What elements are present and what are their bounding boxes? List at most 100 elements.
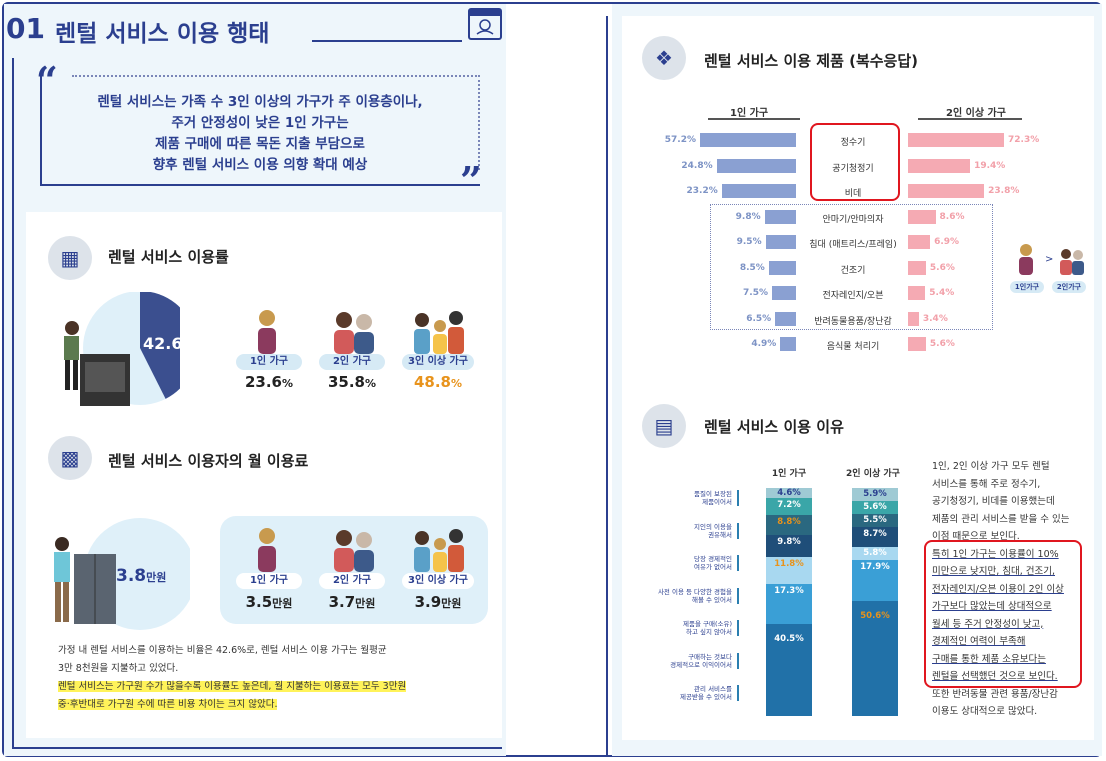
stack-segment: 17.9%	[852, 559, 898, 601]
usage-group-value: 35.8%	[319, 373, 385, 391]
reason-label-line: 지인의 이용을	[694, 522, 732, 531]
bar-one-person	[768, 260, 796, 275]
fee-group-label: 3인 이상 가구	[402, 573, 474, 589]
value-label-two-plus: 19.4%	[974, 160, 1006, 171]
value-label-two-plus: 23.8%	[988, 186, 1020, 196]
value-text: 23.6	[244, 373, 282, 391]
reason-marker	[737, 490, 739, 506]
cubes-icon: ❖	[655, 46, 673, 70]
reason-text-line: 또한 반려동물 관련 용품/장난감	[932, 688, 1058, 700]
value-label-two-plus: 5.4%	[929, 288, 955, 298]
quote-box	[40, 74, 480, 186]
section-title: 렌털 서비스 이용 행태	[55, 21, 270, 47]
reason-label: 관리 서비스를 제공받을 수 있어서	[642, 685, 732, 701]
product-label: 비데	[844, 189, 862, 199]
stack-segment: 11.8%	[766, 557, 812, 585]
value-label-two-plus: 3.4%	[922, 313, 948, 324]
value-label-two-plus: 6.9%	[934, 237, 960, 247]
reason-icon-circle: ▤	[642, 404, 686, 448]
highlight-box-reason	[924, 540, 1082, 688]
comparison-legend-icons: >	[1019, 244, 1084, 275]
reason-label: 지인의 이용을 권유해서	[642, 523, 732, 539]
family-icon	[414, 311, 464, 354]
reason-text-highlight: 렌털을 선택했던 것으로 보인다.	[932, 671, 1058, 682]
svg-text:>: >	[1045, 254, 1053, 265]
bar-two-plus	[908, 286, 926, 300]
fee-illustration	[54, 518, 190, 630]
calendar-icon	[468, 8, 502, 40]
quote-text: 렌털 서비스는 가족 수 3인 이상의 가구가 주 이용층이나, 주거 안정성이…	[60, 92, 460, 176]
value-label-one-person: 9.8%	[735, 211, 761, 222]
man-fridge-illustration	[54, 537, 116, 624]
bar-one-person	[721, 184, 796, 198]
usage-group-label: 2인 가구	[319, 354, 385, 370]
overall-usage-value: 42.6	[143, 334, 183, 353]
quote-line: 향후 렌털 서비스 이용 의향 확대 예상	[152, 157, 368, 173]
bar-one-person	[700, 133, 796, 147]
reason-marker	[737, 555, 739, 572]
reason-text-line: 공기청정기, 비데를 이용했는데	[932, 496, 1055, 507]
fee-group-label: 1인 가구	[236, 573, 302, 589]
product-label: 안마기/안마의자	[822, 214, 884, 225]
bar-one-person	[775, 311, 796, 326]
pie-main-label: 42.6%	[143, 334, 193, 353]
value-label-two-plus: 5.6%	[929, 339, 955, 349]
bar-two-plus	[908, 184, 985, 198]
unit-text: %	[364, 377, 377, 390]
reason-label: 사전 이용 등 다양한 경험을 해볼 수 있어서	[642, 588, 732, 604]
calculator-icon: ▩	[60, 446, 80, 470]
usage-group-label: 3인 이상 가구	[402, 354, 474, 370]
reason-label-line: 여유가 없어서	[694, 563, 732, 572]
value-label-two-plus: 72.3%	[1008, 135, 1040, 145]
usage-group-value: 23.6%	[236, 373, 302, 391]
close-quote-icon: ”	[460, 158, 482, 203]
stack-segment: 8.7%	[852, 526, 898, 547]
bar-one-person	[780, 337, 796, 351]
bar-two-plus	[908, 235, 931, 249]
value-label-one-person: 23.2%	[686, 186, 718, 196]
fee-group-value: 3.7만원	[319, 593, 385, 611]
quote-line: 렌털 서비스는 가족 수 3인 이상의 가구가 주 이용층이나,	[97, 94, 423, 110]
highlight-box-top3	[810, 123, 900, 201]
products-title: 렌털 서비스 이용 제품 (복수응답)	[704, 52, 919, 70]
one-person-icon	[258, 310, 276, 354]
reason-marker	[737, 652, 739, 669]
stack-segment: 5.9%	[852, 488, 898, 502]
reason-text-line: 1인, 2인 이상 가구 모두 렌털	[932, 461, 1050, 472]
highlight-dotted-box	[710, 204, 993, 330]
product-icon-circle: ❖	[642, 36, 686, 80]
reason-label-line: 제품을 구매(소유)	[683, 620, 732, 629]
stack-segment: 17.3%	[766, 584, 812, 624]
reason-text-highlight: 미만으로 낮지만, 침대, 건조기,	[932, 566, 1055, 577]
quote-line: 주거 안정성이 낮은 1인 가구는	[171, 115, 349, 131]
bar-two-plus	[908, 337, 926, 351]
reason-label-line: 권유해서	[708, 530, 732, 539]
reason-label-line: 당장 경제적인	[694, 555, 732, 564]
note-line: 가정 내 렌털 서비스를 이용하는 비율은 42.6%로, 렌털 서비스 이용 …	[58, 645, 387, 656]
unit-text: 만원	[355, 597, 376, 610]
overall-fee-value: 3.8	[116, 566, 147, 586]
reason-marker	[737, 587, 739, 604]
reason-label-line: 해볼 수 있어서	[691, 595, 732, 604]
reason-text-highlight: 월세 등 주거 안정성이 낮고,	[932, 618, 1044, 630]
value-label-one-person: 9.5%	[736, 237, 762, 247]
reason-text-highlight: 경제적인 여력이 부족해	[932, 636, 1026, 647]
bar-one-person	[764, 209, 796, 224]
reason-text-highlight: 구매를 통한 제품 소유보다는	[932, 653, 1046, 665]
value-text: 35.8	[327, 373, 365, 391]
quote-dots	[72, 75, 480, 170]
reasons-title: 렌털 서비스 이용 이유	[704, 418, 844, 436]
bottom-rule	[12, 747, 502, 749]
product-label: 정수기	[840, 138, 866, 148]
unit-text: %	[281, 377, 294, 390]
legend-one-person: 1인가구	[1010, 281, 1044, 293]
product-label: 공기청정기	[832, 163, 874, 174]
reason-label: 당장 경제적인 여유가 없어서	[642, 555, 732, 571]
reason-label: 제품을 구매(소유) 하고 싶지 않아서	[642, 620, 732, 636]
value-label-one-person: 6.5%	[746, 313, 772, 324]
section-number: 01	[6, 12, 45, 45]
product-label: 침대 (매트리스/프레임)	[809, 240, 897, 250]
product-label: 음식물 처리기	[826, 342, 880, 352]
stats-card	[26, 212, 502, 738]
note-line: 3만 8천원을 지불하고 있었다.	[58, 663, 179, 674]
